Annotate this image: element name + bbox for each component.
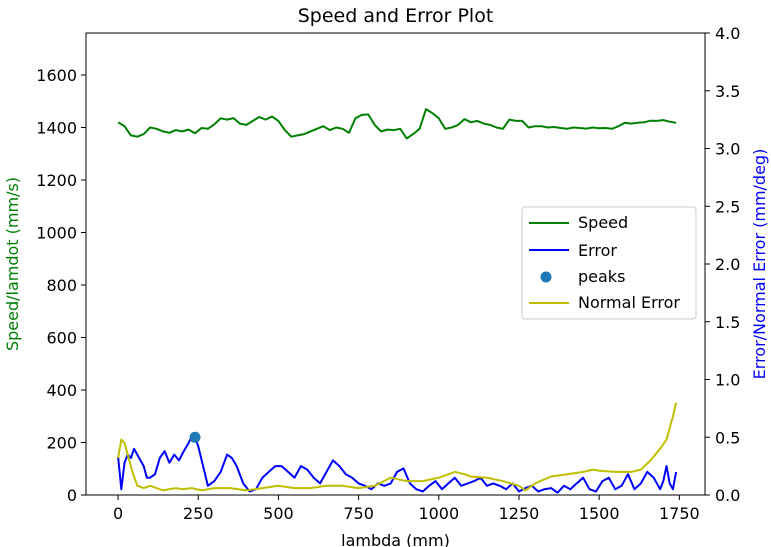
- y-left-tick-label: 800: [46, 276, 77, 295]
- point-peaks: [189, 431, 201, 443]
- y-left-tick-label: 0: [67, 486, 77, 505]
- x-tick-label: 0: [113, 504, 123, 523]
- y-axis-left-label: Speed/lamdot (mm/s): [3, 177, 22, 351]
- plot-layer: [117, 108, 678, 494]
- legend-swatch-peaks: [540, 271, 552, 283]
- x-tick-label: 1750: [659, 504, 700, 523]
- x-tick-label: 500: [263, 504, 294, 523]
- y-right-tick-label: 1.0: [715, 371, 740, 390]
- chart-title: Speed and Error Plot: [298, 5, 494, 27]
- x-tick-label: 1500: [579, 504, 620, 523]
- y-right-tick-label: 3.5: [715, 82, 740, 101]
- y-right-tick-label: 2.0: [715, 255, 740, 274]
- series-line-normal-error: [117, 402, 678, 492]
- legend-box: [521, 206, 697, 320]
- y-left-tick-label: 1000: [36, 224, 77, 243]
- legend-label-error: Error: [578, 241, 617, 260]
- y-left-tick-label: 600: [46, 329, 77, 348]
- y-left-tick-label: 200: [46, 434, 77, 453]
- legend-label-peaks: peaks: [578, 267, 625, 286]
- y-left-tick-label: 1400: [36, 119, 77, 138]
- legend: Speed Error peaks Normal Error: [521, 206, 697, 320]
- y-right-tick-label: 4.0: [715, 24, 740, 43]
- legend-label-speed: Speed: [578, 213, 628, 232]
- y-right-tick-label: 1.5: [715, 313, 740, 332]
- y-right-tick-label: 3.0: [715, 140, 740, 159]
- x-tick-label: 250: [183, 504, 214, 523]
- y-right-tick-label: 0.5: [715, 428, 740, 447]
- legend-label-normal-error: Normal Error: [578, 293, 680, 312]
- x-tick-label: 750: [343, 504, 374, 523]
- y-left-tick-label: 1600: [36, 66, 77, 85]
- x-tick-label: 1000: [418, 504, 459, 523]
- y-left-tick-label: 1200: [36, 171, 77, 190]
- x-tick-label: 1250: [499, 504, 540, 523]
- y-left-tick-label: 400: [46, 381, 77, 400]
- y-axis-right-label: Error/Normal Error (mm/deg): [750, 149, 769, 380]
- ticks-layer: 0 250 500 750 1000 1250 1500 1750 0 200 400 600 800 1…: [36, 24, 740, 523]
- series-line-speed: [117, 108, 677, 140]
- x-axis-label: lambda (mm): [341, 531, 450, 547]
- y-right-tick-label: 0.0: [715, 486, 740, 505]
- y-right-tick-label: 2.5: [715, 197, 740, 216]
